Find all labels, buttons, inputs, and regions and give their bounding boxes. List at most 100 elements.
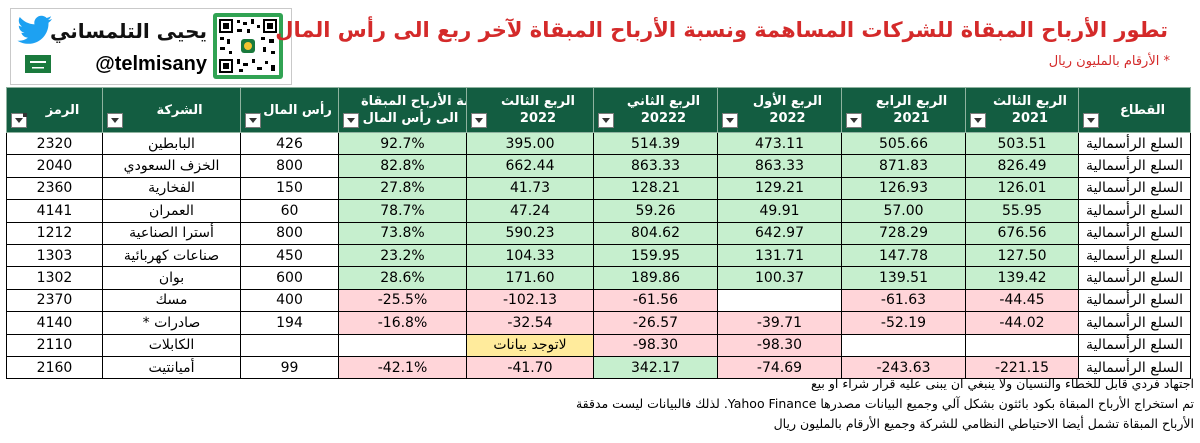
cell-company[interactable]: صادرات * (102, 311, 241, 335)
cell-q2-2022[interactable]: 189.86 (593, 266, 718, 290)
cell-q2-2022[interactable]: 342.17 (593, 355, 718, 380)
cell-q4-2021[interactable]: 147.78 (841, 243, 966, 268)
cell-code[interactable]: 1212 (6, 221, 103, 245)
cell-capital[interactable]: 60 (240, 199, 339, 223)
filter-dropdown-icon[interactable] (245, 113, 261, 128)
cell-q4-2021[interactable]: -243.63 (841, 355, 966, 380)
cell-q1-2022[interactable]: 863.33 (717, 154, 842, 178)
cell-code[interactable]: 2320 (6, 131, 103, 156)
filter-dropdown-icon[interactable] (598, 113, 614, 128)
cell-capital[interactable]: 600 (240, 266, 339, 290)
cell-q3-2021[interactable]: 676.56 (965, 221, 1079, 245)
cell-sector[interactable]: السلع الرأسمالية (1078, 154, 1191, 178)
cell-q3-2022[interactable]: -32.54 (466, 311, 594, 335)
cell-sector[interactable]: السلع الرأسمالية (1078, 288, 1191, 313)
filter-dropdown-icon[interactable] (1083, 113, 1099, 128)
cell-company[interactable]: الخزف السعودي (102, 154, 241, 178)
cell-capital[interactable]: 99 (240, 355, 339, 380)
cell-sector[interactable]: السلع الرأسمالية (1078, 311, 1191, 335)
cell-q2-2022[interactable]: 59.26 (593, 199, 718, 223)
cell-q4-2021[interactable] (841, 333, 966, 357)
cell-q1-2022[interactable] (717, 288, 842, 313)
cell-q3-2022[interactable]: 41.73 (466, 176, 594, 201)
cell-q2-2022[interactable]: -61.56 (593, 288, 718, 313)
cell-q4-2021[interactable]: 728.29 (841, 221, 966, 245)
cell-q3-2022[interactable]: 171.60 (466, 266, 594, 290)
cell-q3-2021[interactable]: 126.01 (965, 176, 1079, 201)
cell-q1-2022[interactable]: 642.97 (717, 221, 842, 245)
filter-dropdown-icon[interactable] (11, 113, 27, 128)
cell-sector[interactable]: السلع الرأسمالية (1078, 131, 1191, 156)
cell-q3-2021[interactable]: -44.02 (965, 311, 1079, 335)
cell-q2-2022[interactable]: 863.33 (593, 154, 718, 178)
cell-company[interactable]: بوان (102, 266, 241, 290)
cell-capital[interactable]: 194 (240, 311, 339, 335)
cell-company[interactable]: صناعات كهربائية (102, 243, 241, 268)
cell-ratio[interactable]: -42.1% (338, 355, 467, 380)
cell-code[interactable]: 2040 (6, 154, 103, 178)
cell-q4-2021[interactable]: -52.19 (841, 311, 966, 335)
cell-sector[interactable]: السلع الرأسمالية (1078, 355, 1191, 380)
filter-dropdown-icon[interactable] (343, 113, 359, 128)
filter-dropdown-icon[interactable] (471, 113, 487, 128)
cell-q3-2022[interactable]: -102.13 (466, 288, 594, 313)
filter-dropdown-icon[interactable] (107, 113, 123, 128)
cell-ratio[interactable]: 82.8% (338, 154, 467, 178)
qr-code[interactable] (213, 13, 283, 79)
cell-q2-2022[interactable]: -98.30 (593, 333, 718, 357)
cell-q3-2022[interactable]: -41.70 (466, 355, 594, 380)
cell-q3-2021[interactable]: 127.50 (965, 243, 1079, 268)
cell-capital[interactable]: 426 (240, 131, 339, 156)
cell-q3-2021[interactable]: 503.51 (965, 131, 1079, 156)
cell-q3-2021[interactable]: 55.95 (965, 199, 1079, 223)
cell-ratio[interactable]: 78.7% (338, 199, 467, 223)
cell-sector[interactable]: السلع الرأسمالية (1078, 199, 1191, 223)
filter-dropdown-icon[interactable] (970, 113, 986, 128)
cell-code[interactable]: 2110 (6, 333, 103, 357)
cell-q3-2021[interactable]: -44.45 (965, 288, 1079, 313)
cell-q4-2021[interactable]: -61.63 (841, 288, 966, 313)
cell-q3-2021[interactable]: 139.42 (965, 266, 1079, 290)
cell-company[interactable]: الكابلات (102, 333, 241, 357)
cell-ratio[interactable]: 23.2% (338, 243, 467, 268)
cell-sector[interactable]: السلع الرأسمالية (1078, 266, 1191, 290)
cell-q1-2022[interactable]: 129.21 (717, 176, 842, 201)
cell-capital[interactable] (240, 333, 339, 357)
cell-company[interactable]: البابطين (102, 131, 241, 156)
cell-ratio[interactable]: -16.8% (338, 311, 467, 335)
cell-q4-2021[interactable]: 126.93 (841, 176, 966, 201)
cell-sector[interactable]: السلع الرأسمالية (1078, 221, 1191, 245)
cell-q4-2021[interactable]: 57.00 (841, 199, 966, 223)
cell-q3-2021[interactable]: 826.49 (965, 154, 1079, 178)
cell-capital[interactable]: 450 (240, 243, 339, 268)
cell-q1-2022[interactable]: -98.30 (717, 333, 842, 357)
cell-ratio[interactable] (338, 333, 467, 357)
filter-dropdown-icon[interactable] (846, 113, 862, 128)
cell-q3-2021[interactable]: -221.15 (965, 355, 1079, 380)
cell-ratio[interactable]: 73.8% (338, 221, 467, 245)
cell-q1-2022[interactable]: 473.11 (717, 131, 842, 156)
cell-company[interactable]: العمران (102, 199, 241, 223)
filter-dropdown-icon[interactable] (722, 113, 738, 128)
cell-company[interactable]: الفخارية (102, 176, 241, 201)
cell-q3-2022[interactable]: 104.33 (466, 243, 594, 268)
cell-code[interactable]: 4141 (6, 199, 103, 223)
cell-sector[interactable]: السلع الرأسمالية (1078, 333, 1191, 357)
cell-q3-2022[interactable]: 590.23 (466, 221, 594, 245)
cell-capital[interactable]: 400 (240, 288, 339, 313)
cell-q3-2022[interactable]: 395.00 (466, 131, 594, 156)
cell-q4-2021[interactable]: 505.66 (841, 131, 966, 156)
cell-q2-2022[interactable]: 804.62 (593, 221, 718, 245)
cell-sector[interactable]: السلع الرأسمالية (1078, 243, 1191, 268)
cell-capital[interactable]: 800 (240, 221, 339, 245)
cell-q2-2022[interactable]: 159.95 (593, 243, 718, 268)
cell-code[interactable]: 2370 (6, 288, 103, 313)
cell-q1-2022[interactable]: -74.69 (717, 355, 842, 380)
cell-capital[interactable]: 150 (240, 176, 339, 201)
cell-q2-2022[interactable]: 128.21 (593, 176, 718, 201)
cell-q4-2021[interactable]: 139.51 (841, 266, 966, 290)
cell-ratio[interactable]: 28.6% (338, 266, 467, 290)
cell-capital[interactable]: 800 (240, 154, 339, 178)
cell-q3-2022[interactable]: 662.44 (466, 154, 594, 178)
cell-q3-2022[interactable]: لاتوجد بيانات (466, 333, 594, 357)
